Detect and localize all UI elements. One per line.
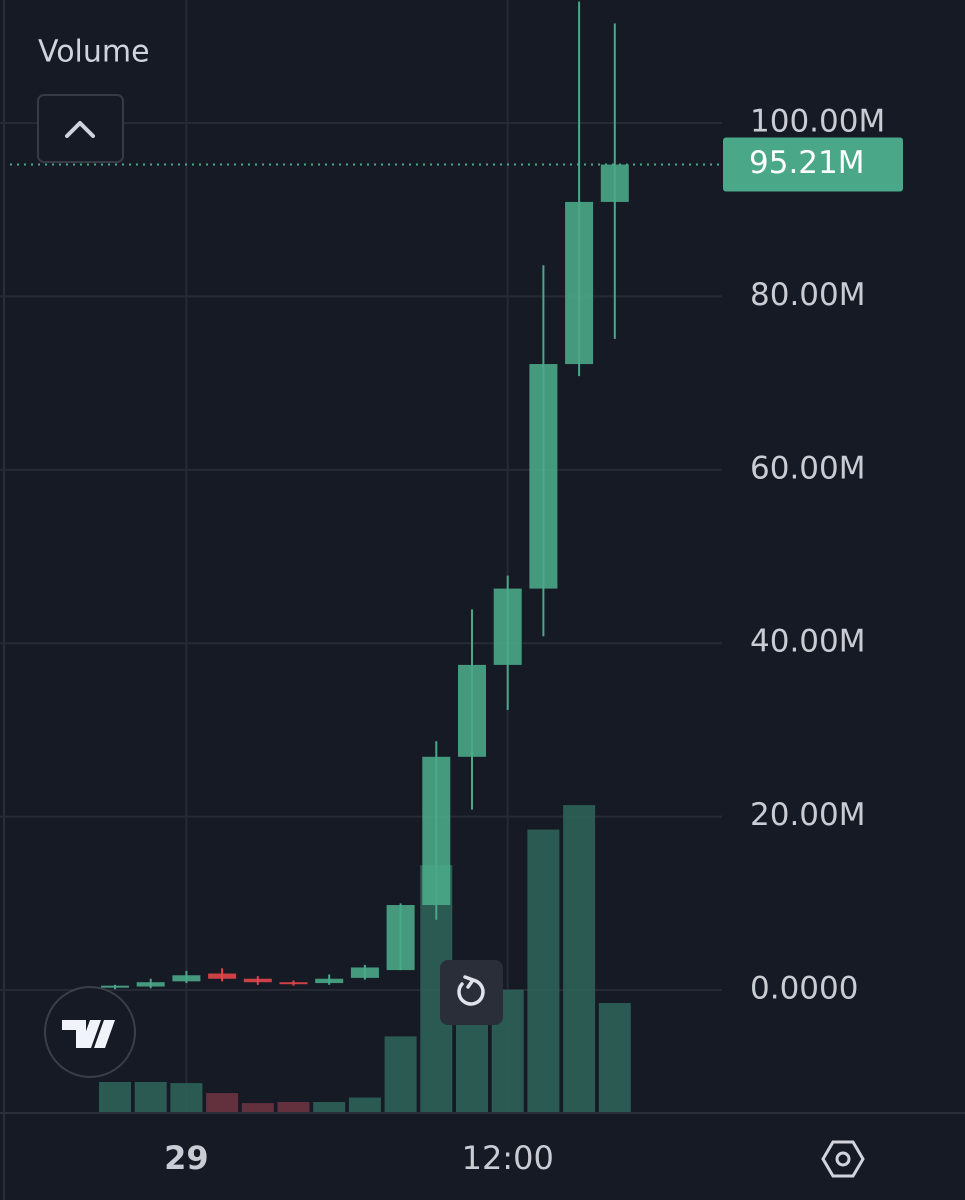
volume-bar — [241, 1103, 274, 1112]
y-tick-label: 100.00M — [750, 104, 885, 140]
pane-label: Volume — [38, 35, 150, 70]
tradingview-logo[interactable] — [44, 986, 136, 1078]
y-tick-label: 60.00M — [750, 450, 866, 486]
volume-bar — [206, 1093, 239, 1112]
x-tick-label: 12:00 — [462, 1139, 554, 1177]
collapse-button[interactable] — [37, 94, 124, 163]
volume-bar — [99, 1081, 131, 1112]
volume-bar — [348, 1097, 381, 1112]
volume-bar — [277, 1101, 310, 1112]
volume-bar — [456, 1017, 488, 1112]
candle-body — [315, 978, 344, 984]
y-tick-label: 20.00M — [750, 797, 866, 833]
y-tick-label: 40.00M — [750, 624, 866, 660]
candle-body — [422, 756, 451, 906]
last-price-label: 95.21M — [749, 145, 865, 181]
candle-body — [386, 905, 415, 971]
y-tick-label: 0.0000 — [750, 971, 858, 1007]
reset-button[interactable] — [440, 960, 503, 1025]
volume-bar — [527, 829, 560, 1112]
candle-body — [529, 364, 558, 589]
candle-body — [136, 982, 165, 987]
volume-bar — [313, 1101, 346, 1112]
candle-body — [600, 164, 629, 202]
candle-body — [101, 985, 129, 988]
candle-body — [493, 588, 522, 665]
volume-bar — [134, 1081, 167, 1112]
candle-body — [172, 975, 201, 982]
candle-body — [208, 973, 237, 979]
candle-body — [279, 982, 308, 985]
volume-bar — [170, 1083, 203, 1112]
volume-bar — [598, 1003, 631, 1112]
candle-body — [458, 664, 486, 757]
last-price-box — [723, 137, 903, 192]
candle-body — [350, 967, 379, 978]
x-tick-label: 29 — [164, 1139, 209, 1177]
y-tick-label: 80.00M — [750, 277, 866, 313]
volume-bar — [384, 1036, 417, 1112]
candle-body — [565, 201, 594, 365]
candle-body — [243, 978, 272, 983]
volume-bar — [563, 805, 596, 1112]
settings-button[interactable] — [821, 1140, 865, 1178]
